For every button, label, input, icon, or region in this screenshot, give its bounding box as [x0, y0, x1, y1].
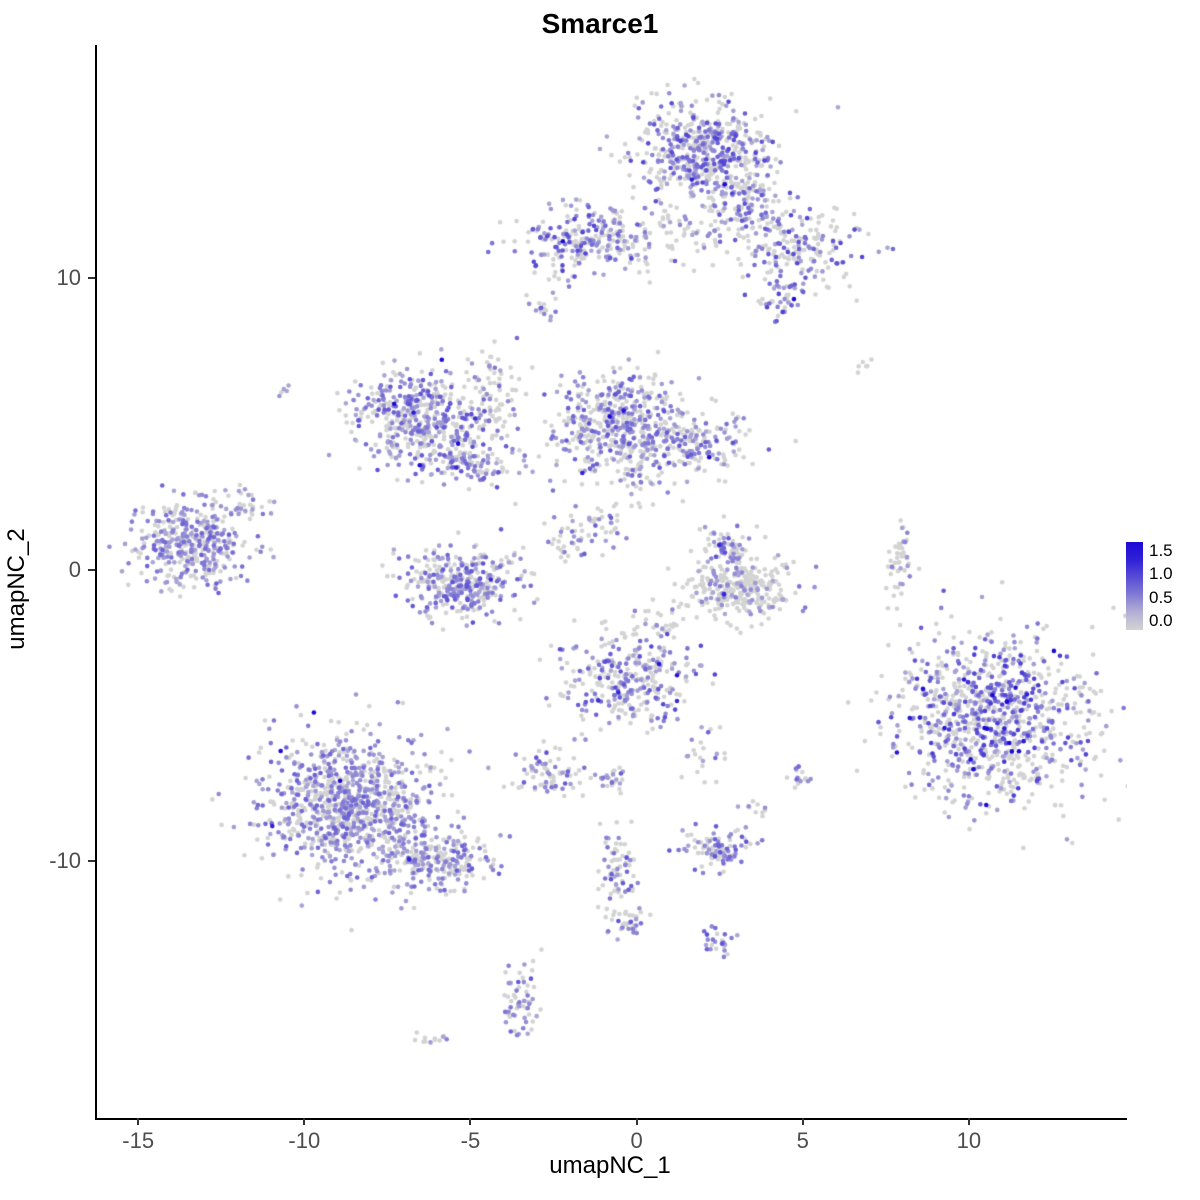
y-axis-label: umapNC_2: [3, 528, 30, 650]
x-tick-mark: [967, 1118, 970, 1125]
y-tick-label: -10: [49, 848, 81, 874]
y-tick-label: 0: [68, 556, 81, 582]
x-tick-label: -5: [460, 1128, 481, 1153]
x-tick-mark: [801, 1118, 804, 1125]
x-tick-label: 5: [796, 1128, 809, 1153]
plot-area: [95, 45, 1127, 1120]
x-tick-label: 0: [630, 1128, 643, 1153]
x-tick-mark: [635, 1118, 638, 1125]
x-axis-label: umapNC_1: [549, 1152, 671, 1179]
x-tick-mark: [469, 1118, 472, 1125]
legend-tick-label: 1.0: [1149, 564, 1173, 584]
legend-tick-label: 1.5: [1149, 540, 1173, 560]
x-tick-mark: [303, 1118, 306, 1125]
y-tick-mark: [88, 568, 95, 571]
plot-title: Smarce1: [541, 8, 659, 39]
legend-tick-label: 0.5: [1149, 587, 1173, 607]
legend: 1.5 1.0 0.5 0.0: [1126, 538, 1198, 638]
y-tick-mark: [88, 277, 95, 280]
scatter-canvas: [97, 45, 1127, 1118]
y-tick-mark: [88, 860, 95, 863]
y-tick-label: 10: [56, 265, 81, 291]
x-tick-label: -10: [288, 1128, 321, 1153]
x-tick-label: 10: [956, 1128, 982, 1153]
legend-gradient-bar: [1126, 542, 1143, 630]
legend-tick-label: 0.0: [1149, 611, 1173, 631]
x-tick-mark: [137, 1118, 140, 1125]
x-tick-label: -15: [122, 1128, 155, 1153]
